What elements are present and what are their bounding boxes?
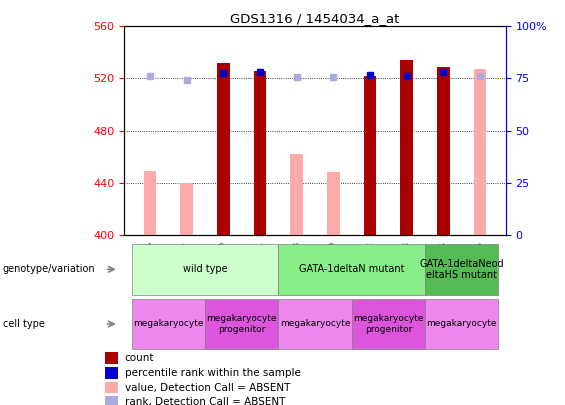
Bar bbox=[279, 299, 351, 349]
Bar bbox=[105, 352, 118, 364]
Bar bbox=[290, 154, 303, 235]
Text: rank, Detection Call = ABSENT: rank, Detection Call = ABSENT bbox=[124, 397, 285, 405]
Bar bbox=[254, 70, 267, 235]
Bar bbox=[437, 67, 450, 235]
Text: wild type: wild type bbox=[182, 264, 227, 274]
Bar bbox=[105, 396, 118, 405]
Text: megakaryocyte: megakaryocyte bbox=[133, 320, 203, 328]
Bar bbox=[279, 244, 425, 294]
Bar bbox=[105, 367, 118, 379]
Bar bbox=[425, 244, 498, 294]
Bar bbox=[132, 299, 205, 349]
Text: GATA-1deltaNeod
eltaHS mutant: GATA-1deltaNeod eltaHS mutant bbox=[419, 258, 504, 280]
Text: megakaryocyte: megakaryocyte bbox=[280, 320, 350, 328]
Text: megakaryocyte
progenitor: megakaryocyte progenitor bbox=[353, 314, 424, 334]
Bar bbox=[425, 299, 498, 349]
Bar bbox=[363, 76, 376, 235]
Text: cell type: cell type bbox=[3, 319, 45, 329]
Bar bbox=[473, 69, 486, 235]
Text: GATA-1deltaN mutant: GATA-1deltaN mutant bbox=[299, 264, 405, 274]
Bar bbox=[327, 173, 340, 235]
Bar bbox=[205, 299, 279, 349]
Text: genotype/variation: genotype/variation bbox=[3, 264, 95, 274]
Text: megakaryocyte
progenitor: megakaryocyte progenitor bbox=[206, 314, 277, 334]
Bar bbox=[144, 171, 157, 235]
Bar bbox=[351, 299, 425, 349]
Text: megakaryocyte: megakaryocyte bbox=[427, 320, 497, 328]
Bar bbox=[180, 183, 193, 235]
Title: GDS1316 / 1454034_a_at: GDS1316 / 1454034_a_at bbox=[231, 12, 399, 25]
Text: percentile rank within the sample: percentile rank within the sample bbox=[124, 368, 301, 378]
Text: value, Detection Call = ABSENT: value, Detection Call = ABSENT bbox=[124, 383, 290, 392]
Bar bbox=[217, 63, 230, 235]
Text: count: count bbox=[124, 353, 154, 363]
Bar bbox=[400, 60, 413, 235]
Bar bbox=[132, 244, 279, 294]
Bar bbox=[105, 382, 118, 393]
